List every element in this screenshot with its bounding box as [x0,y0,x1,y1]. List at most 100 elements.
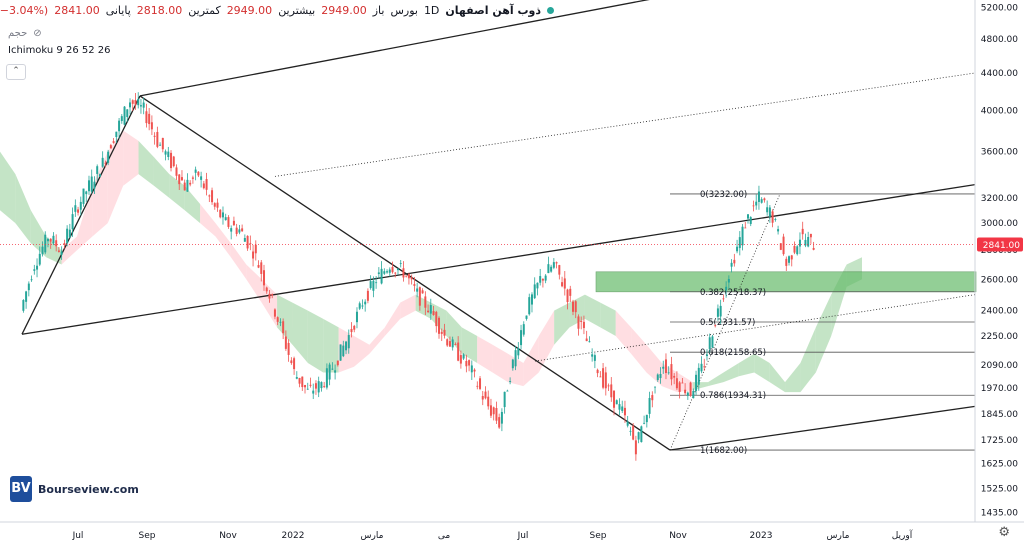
candle-body [372,280,375,291]
candle-body [41,246,44,255]
x-tick-label: Nov [219,531,237,541]
candle-body [809,233,812,238]
gear-icon[interactable]: ⚙ [998,525,1010,540]
candle-body [700,363,703,372]
candle-body [60,251,63,255]
candle-body [380,268,383,284]
x-tick-label: Jul [72,531,84,541]
candle-body [481,396,484,400]
candle-body [779,243,782,250]
candle-body [208,195,211,197]
candle-body [621,406,624,411]
status-dot-icon [547,7,554,14]
candle-body [112,141,115,143]
candle-body [44,234,47,253]
open-label: باز [372,4,385,17]
candle-body [801,228,804,235]
candle-body [49,238,52,242]
candle-body [582,321,585,329]
candle-body [752,205,755,207]
candle-body [618,404,621,410]
cloud-segment [492,344,508,383]
candle-body [733,259,736,264]
candle-body [492,407,495,415]
candle-body [777,229,780,232]
candle-body [528,297,531,315]
candle-body [421,290,424,294]
candle-body [645,414,648,423]
candle-body [741,226,744,246]
candle-body [506,390,509,392]
candle-body [514,350,517,367]
x-tick-label: می [438,531,451,541]
candle-body [232,220,235,226]
candle-body [345,341,348,351]
cloud-segment [800,327,816,393]
y-tick-label: 1435.00 [981,508,1018,518]
cloud-segment [785,363,801,393]
candle-body [552,262,555,268]
candle-body [120,116,123,121]
candle-body [689,382,692,396]
candle-body [711,336,714,348]
volume-row: حجم ⊘ [8,28,42,39]
candle-body [722,298,725,300]
candle-body [167,151,170,158]
candle-body [355,311,358,323]
candle-body [339,344,342,361]
candle-body [577,316,580,329]
candle-body [708,337,711,349]
candle-body [153,135,156,137]
candle-body [142,102,145,108]
candle-body [656,374,659,380]
candle-body [276,317,279,322]
cloud-segment [200,204,216,237]
chart-header: ذوب آهن اصفهان 1D بورس باز 2949.00 بیشتر… [0,4,554,17]
eye-off-icon[interactable]: ⊘ [33,28,42,39]
change-value: −89.00 (−3.04%) [0,4,49,17]
symbol-title: ذوب آهن اصفهان [445,4,541,17]
downtrend-line [139,95,671,451]
fib-label: 0.786(1934.31) [700,391,766,401]
candle-body [558,265,561,275]
channel-top-line [139,0,650,97]
candle-body [279,321,282,323]
candle-body [295,377,298,379]
candle-body [667,372,670,374]
candle-body [435,311,438,327]
candle-body [325,368,328,388]
candle-body [489,405,492,416]
candle-body [216,202,219,208]
cloud-segment [277,294,293,345]
x-tick-label: Jul [517,531,529,541]
candle-body [757,191,760,202]
indicator-label[interactable]: Ichimoku 9 26 52 26 [8,45,111,56]
candle-body [63,243,66,245]
candle-body [328,364,331,380]
candle-body [695,374,698,391]
candle-body [309,384,312,386]
candle-body [541,278,544,281]
candle-body [804,239,807,246]
low-label: کمترین [188,4,221,17]
candle-body [692,390,695,399]
candle-body [293,358,296,370]
candle-body [320,382,323,389]
candle-body [366,290,369,301]
candle-body [454,344,457,345]
candle-body [771,211,774,223]
x-tick-label: آوریل [892,529,913,541]
candle-body [249,242,252,244]
candle-body [613,390,616,408]
trend-lines [21,0,976,451]
interval-label[interactable]: 1D [423,4,440,17]
candle-body [561,282,564,287]
y-tick-label: 1625.00 [981,460,1018,470]
collapse-legend-button[interactable]: ⌃ [6,64,26,80]
support-zone [595,271,977,293]
candle-body [610,384,613,398]
candle-body [224,217,227,221]
candle-body [640,426,643,443]
candle-body [432,311,435,316]
